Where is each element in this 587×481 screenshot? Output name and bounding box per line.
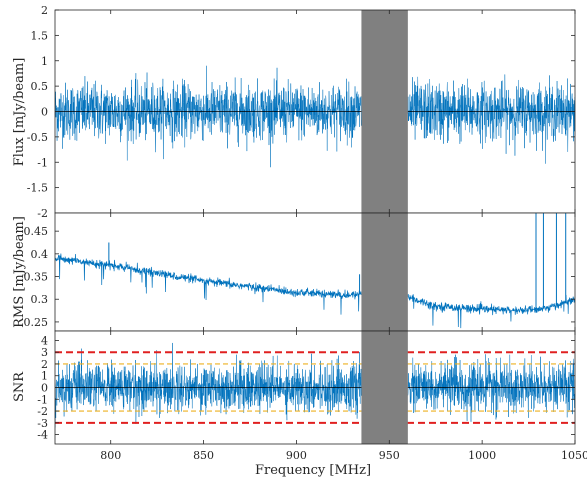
series-line-rms-1 — [407, 294, 575, 329]
panel-flux: 2 1.5 1 0.5 0 -0.5 -1 -1.5 -2 — [27, 4, 576, 220]
ytick-label-snr-0: 4 — [41, 334, 48, 347]
series-line-rms-0 — [55, 253, 362, 315]
ytick-label-rms-2: 0.35 — [24, 271, 49, 284]
ytick-label-rms-4: 0.25 — [24, 316, 49, 329]
ytick-label-flux-0: 2 — [41, 4, 48, 17]
series-line-flux-0 — [55, 65, 362, 168]
ytick-label-snr-1: 3 — [41, 346, 48, 359]
series-line-flux-1 — [407, 74, 575, 164]
series-flux — [55, 65, 575, 168]
ytick-label-flux-7: -1.5 — [27, 182, 48, 195]
ytick-label-flux-2: 1 — [41, 55, 48, 68]
flux-ylabel: Flux [mJy/beam] — [12, 58, 27, 167]
ytick-label-flux-3: 0.5 — [31, 80, 49, 93]
panel-rms: 0.45 0.4 0.35 0.3 0.25 — [24, 212, 576, 332]
ytick-label-rms-0: 0.45 — [24, 225, 49, 238]
snr-ylabel: SNR — [12, 371, 27, 402]
ytick-label-flux-4: 0 — [41, 106, 48, 119]
x-axis-label: Frequency [MHz] — [255, 463, 371, 478]
ytick-label-rms-3: 0.3 — [31, 293, 49, 306]
series-snr — [55, 342, 575, 428]
xtick-label-0: 800 — [100, 449, 121, 462]
ytick-label-flux-1: 1.5 — [31, 29, 49, 42]
masked-band-flux — [361, 10, 408, 213]
ytick-label-rms-1: 0.4 — [31, 248, 49, 261]
ytick-label-snr-4: 0 — [41, 382, 48, 395]
xtick-label-2: 900 — [286, 449, 307, 462]
ytick-label-snr-6: -2 — [37, 405, 48, 418]
panels: 21.510.50-0.5-1-1.5-20.450.40.350.30.254… — [24, 4, 587, 462]
rms-ylabel: RMS [mJy/beam] — [12, 216, 27, 328]
xtick-label-5: 1050 — [561, 449, 587, 462]
ytick-label-flux-6: -1 — [37, 156, 48, 169]
series-rms — [55, 213, 575, 329]
xtick-label-4: 1000 — [468, 449, 496, 462]
ytick-label-snr-8: -4 — [37, 429, 48, 442]
ytick-label-snr-7: -3 — [37, 417, 48, 430]
series-line-snr-0 — [55, 342, 362, 428]
ytick-label-flux-5: -0.5 — [27, 131, 48, 144]
ytick-label-snr-5: -1 — [37, 393, 48, 406]
ytick-label-snr-2: 2 — [41, 358, 48, 371]
xtick-label-3: 950 — [379, 449, 400, 462]
xtick-label-1: 850 — [193, 449, 214, 462]
masked-band-rms — [361, 213, 408, 331]
ytick-label-snr-3: 1 — [41, 370, 48, 383]
series-line-snr-1 — [407, 354, 575, 422]
plot-area-rms — [55, 213, 575, 331]
masked-band-snr — [361, 331, 408, 444]
ytick-label-flux-8: -2 — [37, 207, 48, 220]
